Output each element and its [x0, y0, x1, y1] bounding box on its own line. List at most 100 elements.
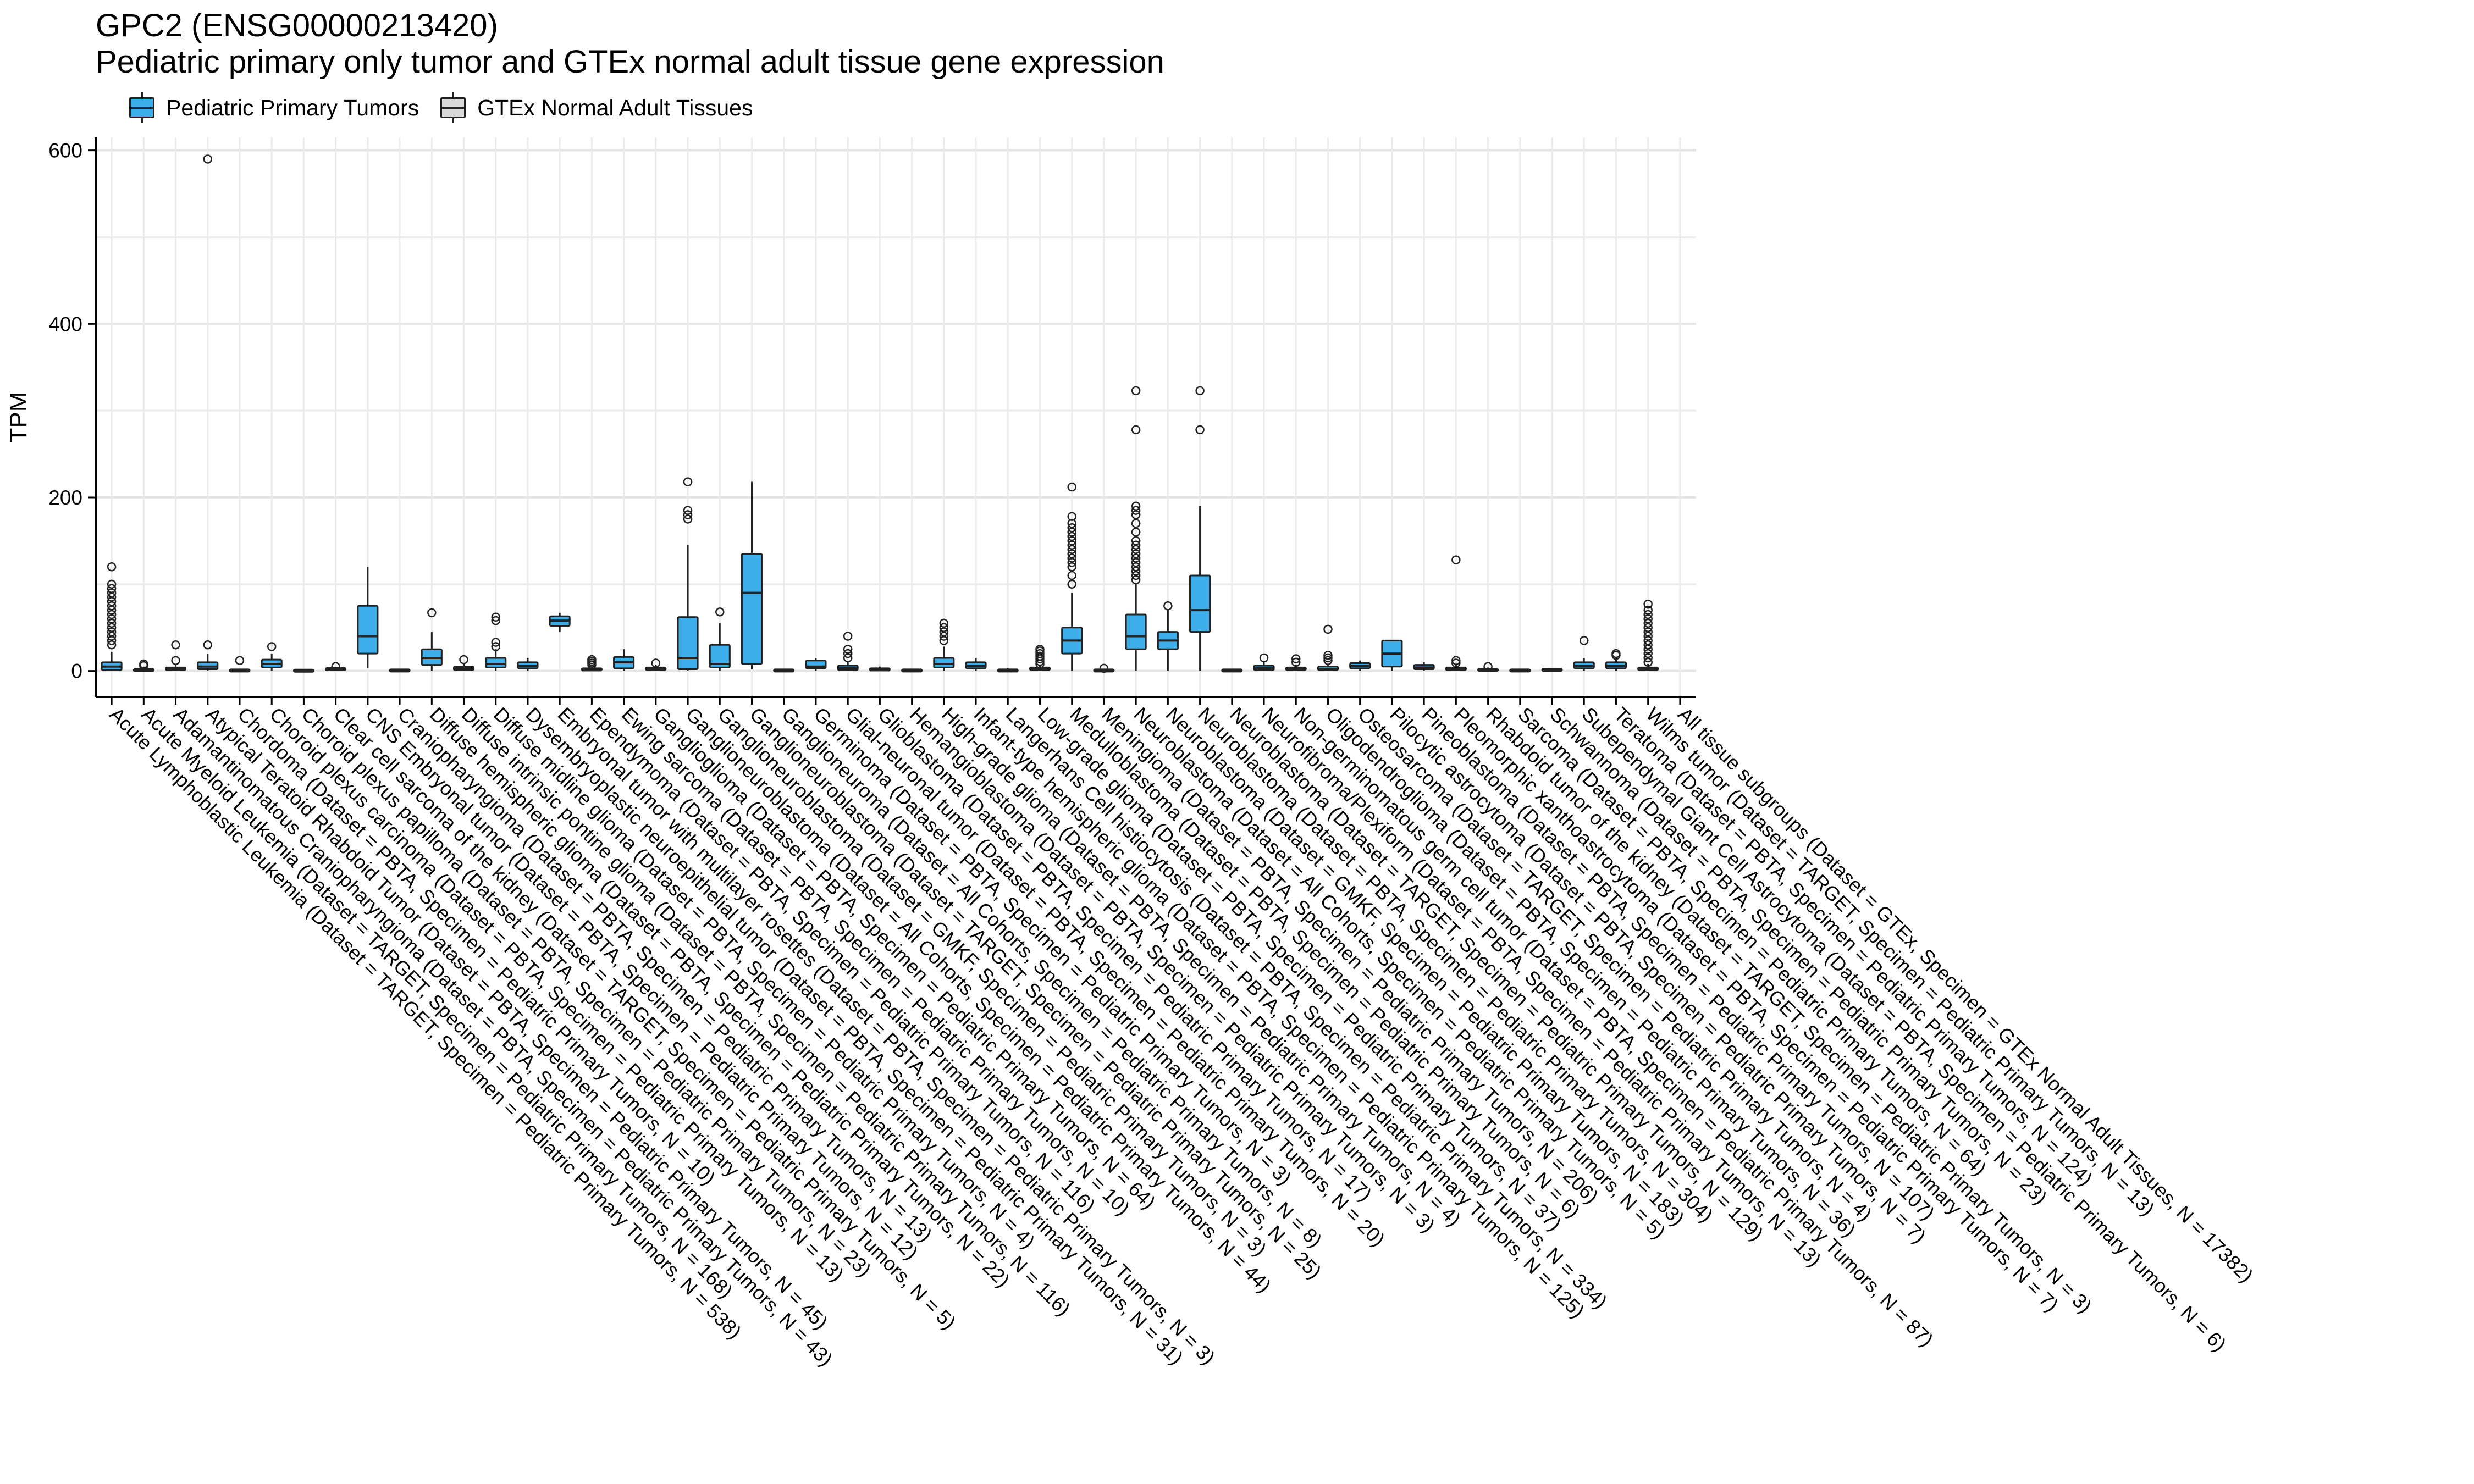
outlier-point — [1131, 558, 1141, 567]
outlier-point — [1131, 540, 1141, 550]
outlier-point — [107, 584, 117, 593]
outlier-point — [203, 154, 213, 164]
outlier-point — [107, 562, 117, 572]
outlier-point — [1451, 555, 1461, 564]
box — [357, 605, 379, 655]
outlier-point — [1195, 386, 1205, 396]
legend-item-gtex: GTEx Normal Adult Tissues — [438, 92, 753, 123]
outlier-point — [107, 627, 117, 636]
y-tick-label: 200 — [48, 486, 82, 509]
outlier-point — [1131, 553, 1141, 563]
outlier-point — [107, 614, 117, 624]
outlier-point — [1035, 649, 1045, 658]
outlier-point — [1067, 545, 1076, 554]
outlier-point — [1291, 654, 1301, 663]
outlier-point — [107, 588, 117, 597]
outlier-point — [1323, 650, 1333, 660]
legend-key-gtex — [438, 92, 468, 123]
outlier-point — [1163, 601, 1173, 611]
outlier-point — [1643, 623, 1653, 632]
outlier-point — [939, 618, 949, 628]
outlier-point — [1483, 662, 1493, 672]
outlier-point — [1067, 549, 1076, 558]
outlier-point — [1643, 640, 1653, 650]
outlier-point — [683, 514, 693, 524]
outlier-point — [1067, 558, 1076, 567]
outlier-point — [459, 655, 468, 665]
outlier-point — [1067, 527, 1076, 537]
outlier-point — [107, 623, 117, 632]
outlier-point — [939, 632, 949, 641]
legend-label-tumors: Pediatric Primary Tumors — [166, 95, 419, 120]
outlier-point — [1323, 656, 1333, 665]
outlier-point — [1131, 506, 1141, 515]
outlier-point — [1099, 663, 1109, 673]
outlier-point — [1067, 571, 1076, 580]
outlier-point — [843, 632, 853, 641]
outlier-point — [139, 659, 148, 669]
outlier-point — [587, 655, 597, 665]
outlier-point — [1579, 636, 1589, 645]
outlier-point — [843, 649, 853, 658]
outlier-point — [715, 607, 725, 617]
outlier-point — [491, 638, 500, 647]
outlier-point — [1643, 614, 1653, 624]
outlier-point — [1131, 386, 1141, 396]
box — [677, 616, 699, 670]
outlier-point — [1259, 653, 1269, 663]
outlier-point — [107, 632, 117, 641]
outlier-point — [1643, 657, 1653, 667]
outlier-point — [107, 618, 117, 628]
box — [1189, 574, 1211, 633]
outlier-point — [939, 623, 949, 632]
outlier-point — [1451, 658, 1461, 668]
outlier-point — [107, 640, 117, 650]
outlier-point — [1643, 649, 1653, 658]
outlier-point — [683, 510, 693, 519]
outlier-point — [1643, 610, 1653, 619]
outlier-point — [1067, 523, 1076, 533]
outlier-point — [1643, 632, 1653, 641]
box — [709, 644, 731, 668]
outlier-point — [1131, 425, 1141, 435]
outlier-point — [651, 658, 661, 668]
outlier-point — [1131, 545, 1141, 554]
outlier-point — [203, 640, 213, 650]
y-tick-label: 400 — [48, 313, 82, 335]
outlier-point — [107, 601, 117, 611]
chart-title: GPC2 (ENSG00000213420) — [96, 8, 498, 43]
outlier-point — [491, 612, 500, 622]
outlier-point — [1643, 618, 1653, 628]
outlier-point — [1067, 579, 1076, 589]
outlier-point — [1131, 566, 1141, 576]
legend: Pediatric Primary Tumors GTEx Normal Adu… — [126, 91, 772, 124]
outlier-point — [171, 640, 180, 650]
outlier-point — [1643, 599, 1653, 609]
outlier-point — [1131, 571, 1141, 580]
outlier-point — [939, 627, 949, 636]
outlier-point — [1323, 624, 1333, 634]
outlier-point — [1643, 627, 1653, 636]
outlier-point — [491, 642, 500, 651]
outlier-point — [1067, 536, 1076, 546]
outlier-point — [107, 605, 117, 615]
y-tick-label: 600 — [48, 140, 82, 162]
outlier-point — [1195, 425, 1205, 435]
outlier-point — [683, 506, 693, 515]
box — [741, 553, 763, 665]
outlier-point — [107, 636, 117, 645]
outlier-point — [1451, 656, 1461, 665]
outlier-point — [1067, 482, 1076, 492]
outlier-point — [843, 644, 853, 654]
outlier-point — [1291, 657, 1301, 667]
outlier-point — [1067, 519, 1076, 528]
chart-subtitle: Pediatric primary only tumor and GTEx no… — [96, 44, 1164, 80]
outlier-point — [1067, 512, 1076, 521]
box — [1125, 613, 1147, 650]
y-axis-title: TPM — [5, 392, 32, 443]
legend-label-gtex: GTEx Normal Adult Tissues — [477, 95, 753, 120]
outlier-point — [1643, 644, 1653, 654]
outlier-point — [1035, 651, 1045, 661]
outlier-point — [491, 616, 500, 625]
